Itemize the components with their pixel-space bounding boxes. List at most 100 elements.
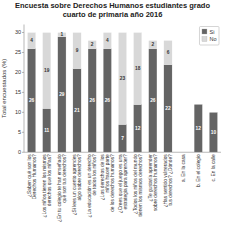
x-tick-label-line: Derechos Humanos? [32, 154, 37, 199]
bar-segment [103, 48, 111, 152]
legend: SiNo [199, 27, 219, 46]
x-tick-label: ¿Te gustaría aprendersobre derechos huma… [148, 154, 158, 211]
x-tick-label-line: estrategia para aprender? [123, 154, 128, 210]
x-tick-label-line: c. En la calle [211, 154, 216, 182]
x-tick-label-line: qué son tus derechos? [62, 154, 67, 203]
data-label: 7 [121, 136, 124, 141]
bar-segment [58, 32, 66, 36]
title-line: cuarto de primaria año 2016 [63, 10, 163, 19]
y-tick-label: 25 [15, 49, 21, 55]
bars [27, 32, 217, 152]
x-tick-label-line: a. En la casa [181, 154, 186, 182]
data-label: 11 [44, 128, 49, 133]
y-axis-label: Total encuestados (%) [1, 59, 7, 118]
data-label: 12 [196, 126, 202, 131]
chart: Encuesta sobre Derechos Humanos estudian… [0, 0, 225, 225]
x-tick-label-line: algo sobre derechos? [77, 154, 82, 200]
data-label: 26 [150, 98, 156, 103]
legend-swatch [202, 37, 207, 42]
bar-segment [149, 48, 157, 152]
data-label: 2 [151, 42, 154, 47]
bar-segment [88, 48, 96, 152]
x-axis-line [24, 152, 221, 153]
x-tick-label-line: tienen los mismos derechos? [138, 154, 143, 216]
bar-segment [58, 36, 66, 152]
legend-label: No [209, 36, 216, 42]
bar-segment [149, 40, 157, 48]
y-tick-label: 30 [15, 29, 21, 35]
y-axis-line [24, 25, 25, 153]
x-tick-label-line: b. En el colegio [196, 154, 201, 187]
data-label: 9 [76, 48, 79, 53]
x-tick-label-line: derechos que los niñas? [47, 154, 52, 206]
x-tick-label-line: de todos los niños? [92, 154, 97, 196]
data-label: 26 [105, 98, 111, 103]
data-label: 2 [91, 42, 94, 47]
x-tick-label: ¿Has sentido vulneradostus derechos? ¿Dó… [163, 154, 173, 208]
legend-frame [199, 27, 219, 46]
data-label: 4 [30, 38, 33, 43]
data-label: 29 [59, 92, 65, 97]
bar-segment [194, 104, 202, 105]
y-tick-label: 0 [18, 149, 21, 155]
bar-segment [118, 124, 126, 152]
data-label: 26 [90, 98, 96, 103]
bar-segment [88, 40, 96, 48]
y-tick [22, 152, 24, 153]
legend-label: Si [209, 29, 214, 35]
data-label: 1 [61, 32, 64, 37]
x-tick-label: c. En la calle [211, 154, 216, 182]
bar-segment [27, 48, 35, 152]
x-tick-label: ¿En tu colegio te han enseñadoqué son tu… [57, 154, 67, 222]
bar-segment [73, 32, 81, 68]
data-label: 22 [165, 106, 171, 111]
x-tick-label: ¿Los derechos de losniños hacen partede … [100, 154, 115, 212]
y-tick-label: 20 [15, 69, 21, 75]
x-tick-label: ¿Saben qué son losDerechos Humanos? [27, 154, 37, 200]
bar-segment [103, 32, 111, 48]
bar-segment [43, 32, 51, 108]
bar-segment [43, 108, 51, 152]
y-tick-label: 15 [15, 89, 21, 95]
y-tick [22, 112, 24, 113]
data-label: 6 [167, 50, 170, 55]
x-tick-label: ¿La educación es un derechode todos los … [87, 154, 97, 218]
bar-segment [133, 104, 141, 152]
data-label: 12 [135, 126, 141, 131]
bar-segment [209, 112, 217, 113]
bar-segment [133, 32, 141, 104]
bar-segment [73, 68, 81, 152]
y-tick [22, 52, 24, 53]
y-tick-label: 10 [15, 109, 21, 115]
data-label: 10 [211, 130, 217, 135]
data-label: 21 [74, 108, 80, 113]
data-label: 4 [106, 38, 109, 43]
x-tick-label: ¿Crees que el juego es unaestrategia par… [118, 154, 128, 213]
x-tick-label: b. En el colegio [196, 154, 201, 187]
x-tick-label-line: tus derechos? ¿Dónde? [168, 154, 173, 206]
x-tick-label-line: sobre derechos humanos? [153, 154, 158, 211]
data-label: 23 [120, 76, 126, 81]
data-labels: 261129212626712262212104191924231826 [29, 32, 217, 141]
series-1 [27, 32, 172, 124]
y-axis: 051015202530 [15, 25, 24, 156]
bar-segment [164, 40, 172, 64]
data-label: 26 [29, 98, 35, 103]
data-label: 18 [135, 66, 141, 71]
y-tick [22, 132, 24, 133]
y-tick [22, 72, 24, 73]
bar-segment [27, 32, 35, 48]
x-axis-labels: ¿Saben qué son losDerechos Humanos? ¿Los … [27, 154, 216, 222]
x-tick-label: ¿Los niños tienen los mismosderechos que… [42, 154, 52, 218]
bar-segment [164, 64, 172, 152]
y-tick [22, 92, 24, 93]
title: Encuesta sobre Derechos Humanos estudian… [15, 1, 210, 19]
x-tick-label-line: de los derechos humanos? [110, 154, 115, 212]
bar-segment [194, 104, 202, 152]
bar-segment [118, 32, 126, 124]
x-tick-label: ¿Todos los niños del mundotienen los mis… [133, 154, 143, 216]
x-tick-label: ¿Si lees un cuento aprendesalgo sobre de… [72, 154, 82, 216]
x-tick-label: a. En la casa [181, 154, 186, 182]
bar-segment [209, 112, 217, 152]
y-tick [22, 32, 24, 33]
